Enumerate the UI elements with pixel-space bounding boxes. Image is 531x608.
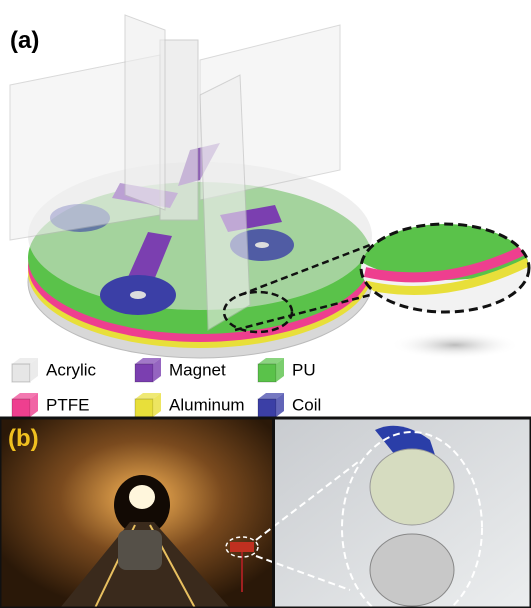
legend-swatch [276,393,284,417]
legend: Acrylic Magnet PU PTFE Aluminum Coil [11,358,321,418]
legend-label: Acrylic [46,360,97,379]
schematic [9,14,531,359]
legend-swatch [258,358,284,364]
photo-right [255,418,531,608]
legend-swatch [12,393,38,399]
legend-swatch [135,358,161,364]
legend-swatch [258,393,284,399]
legend-swatch [134,398,154,418]
legend-label: Coil [292,395,321,414]
legend-swatch [30,358,38,382]
legend-swatch [257,398,277,418]
legend-swatch [135,393,161,399]
legend-swatch [257,363,277,383]
legend-swatch [276,358,284,382]
legend-label: PTFE [46,395,89,414]
legend-label: PU [292,360,316,379]
legend-swatch [12,358,38,364]
legend-swatch [153,358,161,382]
legend-label: Aluminum [169,395,245,414]
legend-swatch [153,393,161,417]
legend-label: Magnet [169,360,226,379]
photo-left [0,418,272,608]
legend-swatch [30,393,38,417]
panel-label: (a) [10,27,39,54]
panel-label: (b) [8,425,39,452]
legend-swatch [134,363,154,383]
legend-swatch [11,398,31,418]
legend-swatch [11,363,31,383]
